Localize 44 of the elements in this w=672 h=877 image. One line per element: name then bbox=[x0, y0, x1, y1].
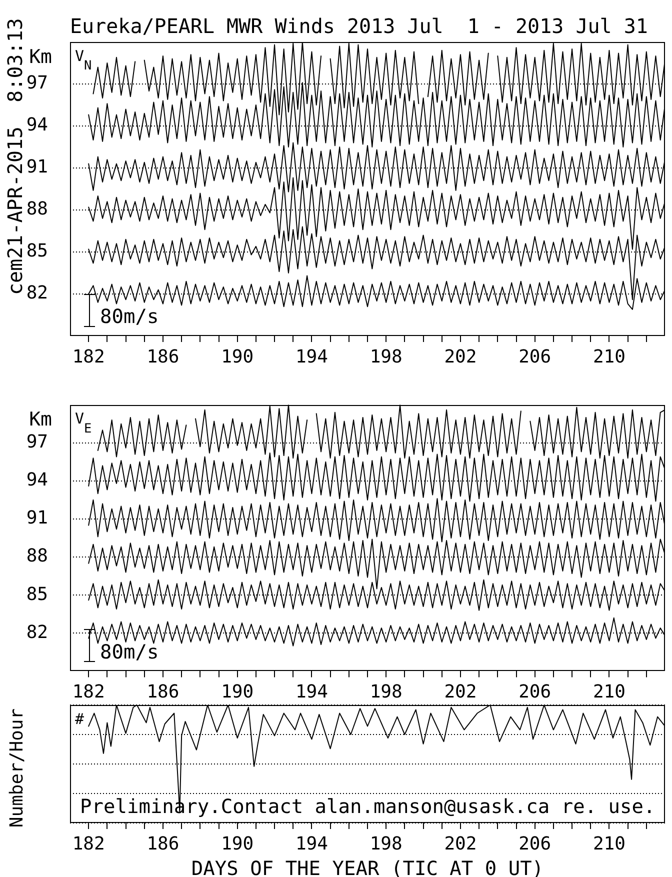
x-tick-label: 190 bbox=[221, 833, 254, 854]
x-tick-label: 198 bbox=[370, 346, 402, 368]
y-axis-title: Km bbox=[29, 408, 52, 431]
x-tick-label: 202 bbox=[444, 346, 477, 368]
text: cem21-APR-2015 8:03:13 bbox=[3, 18, 28, 295]
y-tick-label: 91 bbox=[26, 156, 48, 178]
x-tick-label: 206 bbox=[518, 346, 552, 368]
annotation: 80m/s bbox=[100, 640, 159, 664]
x-tick-label: 194 bbox=[295, 346, 328, 368]
x-tick-label: 206 bbox=[518, 682, 552, 703]
x-tick-label: 182 bbox=[72, 682, 105, 703]
x-tick-label: 182 bbox=[72, 833, 105, 854]
annotation: # bbox=[75, 710, 84, 728]
y-tick-label: 82 bbox=[26, 622, 48, 643]
y-tick-label: 88 bbox=[26, 198, 48, 220]
y-tick-label: 94 bbox=[26, 470, 48, 491]
x-tick-label: 210 bbox=[592, 346, 626, 368]
x-tick-label: 202 bbox=[444, 682, 477, 703]
x-tick-label: 198 bbox=[370, 833, 402, 854]
x-tick-label: 202 bbox=[444, 833, 477, 854]
x-tick-label: 194 bbox=[295, 833, 328, 854]
x-tick-label: 198 bbox=[370, 682, 402, 703]
x-tick-label: 210 bbox=[592, 682, 626, 703]
x-tick-label: 194 bbox=[295, 682, 328, 703]
x-tick-label: 186 bbox=[146, 346, 180, 368]
y-tick-label: 97 bbox=[26, 432, 48, 453]
y-tick-label: 91 bbox=[26, 508, 48, 529]
chart-title: Eureka/PEARL MWR Winds 2013 Jul 1 - 2013 Jul 31 bbox=[70, 14, 648, 38]
x-tick-label: 182 bbox=[72, 346, 105, 368]
y-tick-label: 85 bbox=[26, 240, 48, 262]
y-tick-label: 85 bbox=[26, 584, 48, 605]
annotation: 80m/s bbox=[100, 305, 159, 328]
x-tick-label: 210 bbox=[592, 833, 626, 854]
x-tick-label: 190 bbox=[221, 682, 254, 703]
x-tick-label: 186 bbox=[146, 682, 180, 703]
y-tick-label: 94 bbox=[26, 114, 48, 136]
y-tick-label: 97 bbox=[26, 72, 48, 94]
y-axis-title: Number/Hour bbox=[6, 708, 28, 828]
x-tick-label: 206 bbox=[518, 833, 552, 854]
y-tick-label: 82 bbox=[26, 282, 48, 304]
y-tick-label: 88 bbox=[26, 546, 48, 567]
x-tick-label: 186 bbox=[146, 833, 180, 854]
x-tick-label: 190 bbox=[221, 346, 254, 368]
y-axis-title: Km bbox=[29, 46, 52, 68]
